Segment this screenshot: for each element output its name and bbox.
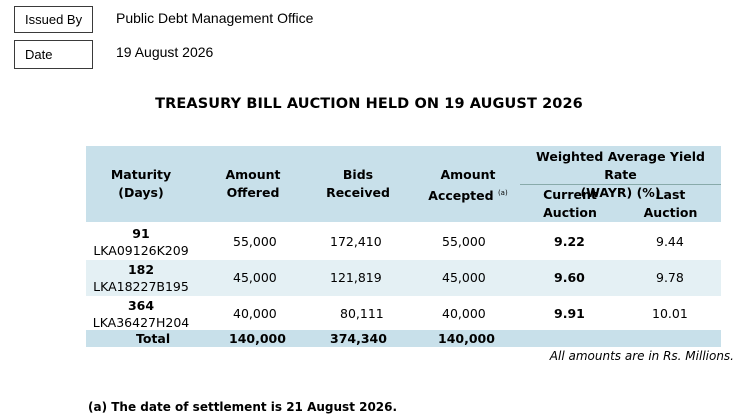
accepted-cell: 40,000 bbox=[442, 306, 486, 321]
total-offered: 140,000 bbox=[229, 331, 286, 346]
header-maturity: Maturity (Days) bbox=[110, 167, 172, 200]
bids-cell: 80,111 bbox=[340, 306, 384, 321]
table-row: 364 LKA36427H204 40,000 80,111 40,000 9.… bbox=[86, 296, 721, 332]
header-bids: Bids Received bbox=[326, 167, 390, 200]
amounts-unit-note: All amounts are in Rs. Millions. bbox=[549, 349, 734, 363]
current-yield-cell: 9.22 bbox=[554, 234, 585, 249]
accepted-cell: 55,000 bbox=[442, 234, 486, 249]
table-header: Maturity (Days) Amount Offered Bids Rece… bbox=[86, 146, 721, 222]
last-yield-cell: 9.44 bbox=[656, 234, 684, 249]
accepted-cell: 45,000 bbox=[442, 270, 486, 285]
maturity-cell: 182 LKA18227B195 bbox=[93, 262, 189, 294]
maturity-cell: 91 LKA09126K209 bbox=[93, 226, 189, 258]
settlement-footnote: (a) The date of settlement is 21 August … bbox=[88, 400, 398, 414]
issued-by-value: Public Debt Management Office bbox=[116, 10, 314, 26]
table-row: 91 LKA09126K209 55,000 172,410 55,000 9.… bbox=[86, 224, 721, 260]
total-label: Total bbox=[136, 331, 171, 346]
header-wayr: Weighted Average Yield Rate (WAYR) (%) bbox=[536, 149, 705, 200]
bids-cell: 121,819 bbox=[330, 270, 382, 285]
offered-cell: 40,000 bbox=[233, 306, 277, 321]
issued-by-label: Issued By bbox=[25, 12, 83, 27]
offered-cell: 45,000 bbox=[233, 270, 277, 285]
total-row: Total 140,000 374,340 140,000 bbox=[86, 330, 721, 347]
bids-cell: 172,410 bbox=[330, 234, 382, 249]
document-title: TREASURY BILL AUCTION HELD ON 19 AUGUST … bbox=[155, 96, 583, 112]
header-offered: Amount Offered bbox=[225, 167, 281, 200]
current-yield-cell: 9.91 bbox=[554, 306, 585, 321]
date-label-box: Date bbox=[14, 40, 93, 69]
total-bids: 374,340 bbox=[330, 331, 387, 346]
date-label: Date bbox=[25, 47, 53, 62]
date-value: 19 August 2026 bbox=[116, 44, 214, 60]
header-current-auction: Current Auction bbox=[543, 187, 597, 220]
accepted-footnote-marker: (a) bbox=[497, 189, 508, 197]
table-row: 182 LKA18227B195 45,000 121,819 45,000 9… bbox=[86, 260, 721, 296]
maturity-cell: 364 LKA36427H204 bbox=[92, 298, 190, 330]
total-accepted: 140,000 bbox=[438, 331, 495, 346]
header-accepted: Amount Accepted (a) bbox=[428, 167, 508, 203]
issued-by-label-box: Issued By bbox=[14, 6, 93, 33]
header-last-auction: Last Auction bbox=[643, 187, 698, 220]
last-yield-cell: 9.78 bbox=[656, 270, 684, 285]
current-yield-cell: 9.60 bbox=[554, 270, 585, 285]
offered-cell: 55,000 bbox=[233, 234, 277, 249]
last-yield-cell: 10.01 bbox=[652, 306, 688, 321]
wayr-divider bbox=[520, 184, 721, 185]
